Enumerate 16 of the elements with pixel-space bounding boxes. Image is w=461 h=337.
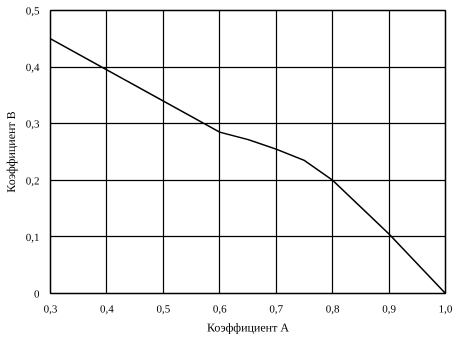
y-tick-label: 0,4 [26, 62, 40, 74]
y-tick-label: 0,5 [26, 6, 40, 18]
x-tick-label: 0,8 [326, 304, 340, 316]
y-axis-title: Коэффициент В [4, 111, 18, 193]
x-axis-title: Коэффициент А [206, 320, 290, 334]
y-tick-label: 0,2 [26, 175, 40, 188]
y-tick-label: 0,1 [26, 232, 40, 244]
x-tick-label: 0,4 [100, 304, 114, 316]
x-tick-label: 0,6 [212, 304, 228, 316]
x-tick-label: 0,5 [156, 304, 171, 316]
x-tick-label: 0,9 [382, 304, 396, 316]
x-tick-label: 0,7 [269, 304, 284, 316]
x-tick-label: 0,3 [44, 304, 58, 316]
x-tick-label: 1,0 [438, 304, 453, 316]
y-tick-label: 0,3 [26, 118, 40, 131]
y-tick-label: 0 [34, 288, 40, 300]
